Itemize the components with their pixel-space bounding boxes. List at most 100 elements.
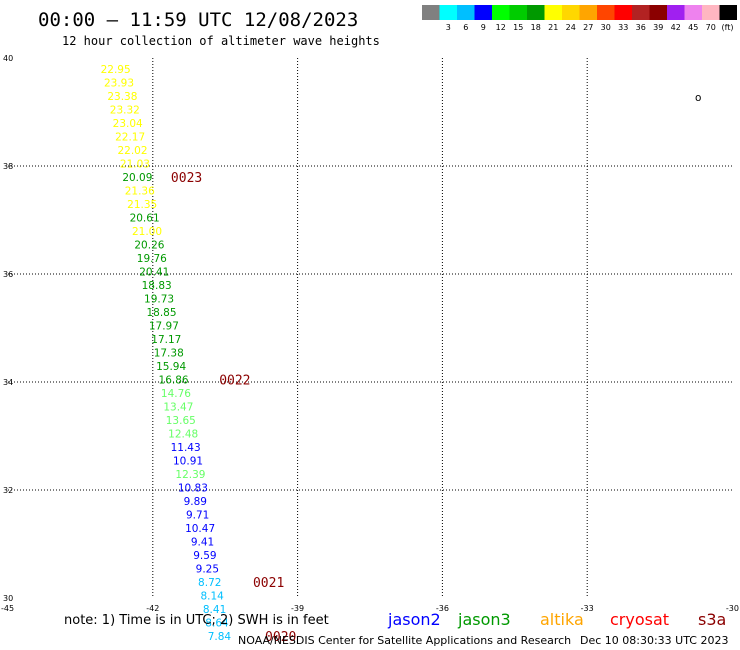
colorbar-label: 12 bbox=[496, 23, 506, 32]
mission-label-altika: altika bbox=[540, 610, 584, 629]
wave-height-point: 13.47 bbox=[163, 401, 193, 413]
wave-height-point: 9.41 bbox=[191, 536, 214, 548]
wave-height-point: 14.76 bbox=[161, 388, 191, 400]
colorbar-label: 36 bbox=[636, 23, 646, 32]
wave-height-point: 15.94 bbox=[156, 361, 186, 373]
map-symbol-mark: o bbox=[695, 92, 701, 104]
colorbar-label: 21 bbox=[548, 23, 558, 32]
colorbar-swatch bbox=[649, 5, 667, 20]
colorbar-label: 9 bbox=[481, 23, 486, 32]
y-tick-label: 38 bbox=[3, 162, 13, 171]
y-tick-label: 34 bbox=[3, 378, 13, 387]
colorbar-swatch bbox=[457, 5, 475, 20]
wave-height-point: 10.83 bbox=[178, 482, 208, 494]
colorbar-swatch bbox=[527, 5, 545, 20]
wave-height-point: 21.36 bbox=[125, 185, 155, 197]
time-label: 0023 bbox=[171, 171, 202, 186]
wave-height-point: 23.32 bbox=[110, 104, 140, 116]
wave-height-point: 13.65 bbox=[166, 415, 196, 427]
footer-timestamp: Dec 10 08:30:33 UTC 2023 bbox=[580, 634, 728, 647]
grid-lines bbox=[8, 58, 732, 598]
wave-height-point: 22.02 bbox=[117, 145, 147, 157]
colorbar-legend: 3 6 9 12 15 18 21 24 27 30 33 36 39 42 45 70 (ft) bbox=[422, 5, 737, 32]
wave-height-point: 16.86 bbox=[159, 374, 189, 386]
wave-height-point: 12.39 bbox=[175, 469, 205, 481]
y-tick-label: 32 bbox=[3, 486, 13, 495]
colorbar-swatch bbox=[509, 5, 527, 20]
colorbar-label: 42 bbox=[671, 23, 681, 32]
chart-title: 00:00 – 11:59 UTC 12/08/2023 bbox=[38, 9, 358, 31]
axis-ticks: 40 38 36 34 32 30-45 -42 -39 -36 -33 -30 bbox=[1, 54, 739, 613]
wave-height-point: 20.26 bbox=[134, 239, 164, 251]
colorbar-swatch bbox=[614, 5, 632, 20]
mission-legend: jason2 jason3 altika cryosat s3a bbox=[387, 610, 726, 629]
wave-height-point: 22.17 bbox=[115, 131, 145, 143]
colorbar-label: 3 bbox=[446, 23, 451, 32]
wave-height-point: 10.91 bbox=[173, 455, 203, 467]
mission-label-jason3: jason3 bbox=[457, 610, 511, 629]
wave-height-point: 10.47 bbox=[185, 523, 215, 535]
colorbar-swatch bbox=[422, 5, 440, 20]
footer-note: note: 1) Time is in UTC; 2) SWH is in fe… bbox=[64, 613, 329, 628]
colorbar-swatch bbox=[562, 5, 580, 20]
wave-height-point: 21.03 bbox=[120, 158, 150, 170]
colorbar-label: 45 bbox=[688, 23, 698, 32]
colorbar-unit: (ft) bbox=[722, 23, 734, 32]
wave-height-point: 21.00 bbox=[132, 226, 162, 238]
x-tick-label: -30 bbox=[726, 604, 739, 613]
wave-height-point: 18.83 bbox=[142, 280, 172, 292]
mission-label-jason2: jason2 bbox=[387, 610, 441, 629]
colorbar-swatch bbox=[439, 5, 457, 20]
wave-height-point: 20.41 bbox=[139, 266, 169, 278]
x-tick-label: -45 bbox=[1, 604, 14, 613]
wave-height-point: 9.71 bbox=[186, 509, 209, 521]
time-label: 0022 bbox=[219, 373, 250, 388]
time-labels: 0023 0022 0021 0020 bbox=[171, 171, 296, 645]
x-tick-label: -39 bbox=[291, 604, 304, 613]
colorbar-label: 70 bbox=[706, 23, 716, 32]
wave-height-point: 23.93 bbox=[104, 77, 134, 89]
wave-height-point: 8.14 bbox=[200, 590, 224, 602]
wave-height-point: 21.35 bbox=[127, 199, 157, 211]
wave-height-point: 17.17 bbox=[151, 334, 181, 346]
time-label: 0021 bbox=[253, 576, 284, 591]
wave-height-point: 20.61 bbox=[130, 212, 160, 224]
mission-label-cryosat: cryosat bbox=[610, 610, 669, 629]
colorbar-label: 39 bbox=[653, 23, 663, 32]
colorbar-label: 18 bbox=[531, 23, 541, 32]
wave-height-point: 12.48 bbox=[168, 428, 198, 440]
wave-height-point: 17.97 bbox=[149, 320, 179, 332]
colorbar-swatch bbox=[684, 5, 702, 20]
chart-subtitle: 12 hour collection of altimeter wave hei… bbox=[62, 34, 380, 48]
colorbar-swatch bbox=[719, 5, 737, 20]
colorbar-label: 33 bbox=[618, 23, 628, 32]
colorbar-swatch bbox=[579, 5, 597, 20]
colorbar-swatch bbox=[597, 5, 615, 20]
colorbar-swatch bbox=[702, 5, 720, 20]
colorbar-swatch bbox=[632, 5, 650, 20]
colorbar-swatch bbox=[492, 5, 510, 20]
wave-height-point: 7.84 bbox=[208, 631, 232, 643]
colorbar-swatch bbox=[667, 5, 685, 20]
colorbar-label: 6 bbox=[463, 23, 468, 32]
mission-label-s3a: s3a bbox=[698, 610, 726, 629]
time-label: 0020 bbox=[265, 630, 296, 645]
y-tick-label: 36 bbox=[3, 270, 13, 279]
colorbar-label: 27 bbox=[583, 23, 593, 32]
colorbar-label: 15 bbox=[513, 23, 523, 32]
y-tick-label: 40 bbox=[3, 54, 13, 63]
wave-height-point: 9.59 bbox=[193, 550, 216, 562]
wave-height-point: 20.09 bbox=[122, 172, 152, 184]
wave-height-point: 11.43 bbox=[171, 442, 201, 454]
wave-height-point: 17.38 bbox=[154, 347, 184, 359]
wave-height-point: 8.41 bbox=[203, 604, 226, 616]
x-tick-label: -42 bbox=[146, 604, 159, 613]
wave-height-point: 18.85 bbox=[146, 307, 176, 319]
colorbar-swatch bbox=[474, 5, 492, 20]
colorbar-label: 30 bbox=[601, 23, 611, 32]
wave-height-point: 8.72 bbox=[198, 577, 221, 589]
wave-height-point: 23.38 bbox=[107, 91, 137, 103]
wave-height-point: 19.76 bbox=[137, 253, 167, 265]
colorbar-label: 24 bbox=[566, 23, 576, 32]
